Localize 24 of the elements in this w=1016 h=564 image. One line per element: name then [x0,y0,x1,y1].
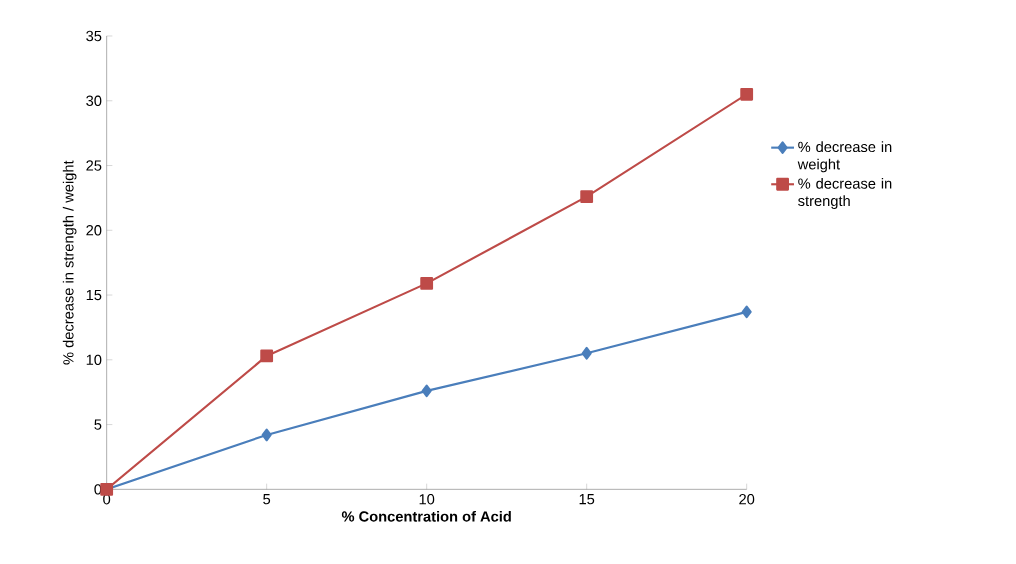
x-axis-title: % Concentration of Acid [341,510,511,522]
x-tick-label: 10 [419,494,435,505]
y-axis-title: % decrease in strength / weight [62,160,77,365]
y-tick-label: 25 [86,160,102,171]
y-tick-label: 5 [94,419,102,430]
point [581,346,592,360]
legend-label: % decrease in weight [797,141,892,173]
y-tick-label: 0 [94,484,102,495]
point [420,276,434,290]
point [740,87,754,101]
y-tick-label: 20 [86,225,102,236]
x-tick-label: 20 [739,494,755,505]
point [421,384,432,398]
point [741,305,752,319]
y-tick-label: 10 [86,354,102,365]
x-tick-label: 5 [263,494,271,505]
point [580,190,594,204]
y-tick-label: 30 [86,95,102,106]
x-tick-label: 15 [579,494,595,505]
point [261,428,272,442]
y-tick-label: 15 [86,289,102,301]
legend-label: % decrease in strength [798,177,892,209]
point [260,349,274,363]
y-tick-label: 35 [86,30,102,42]
